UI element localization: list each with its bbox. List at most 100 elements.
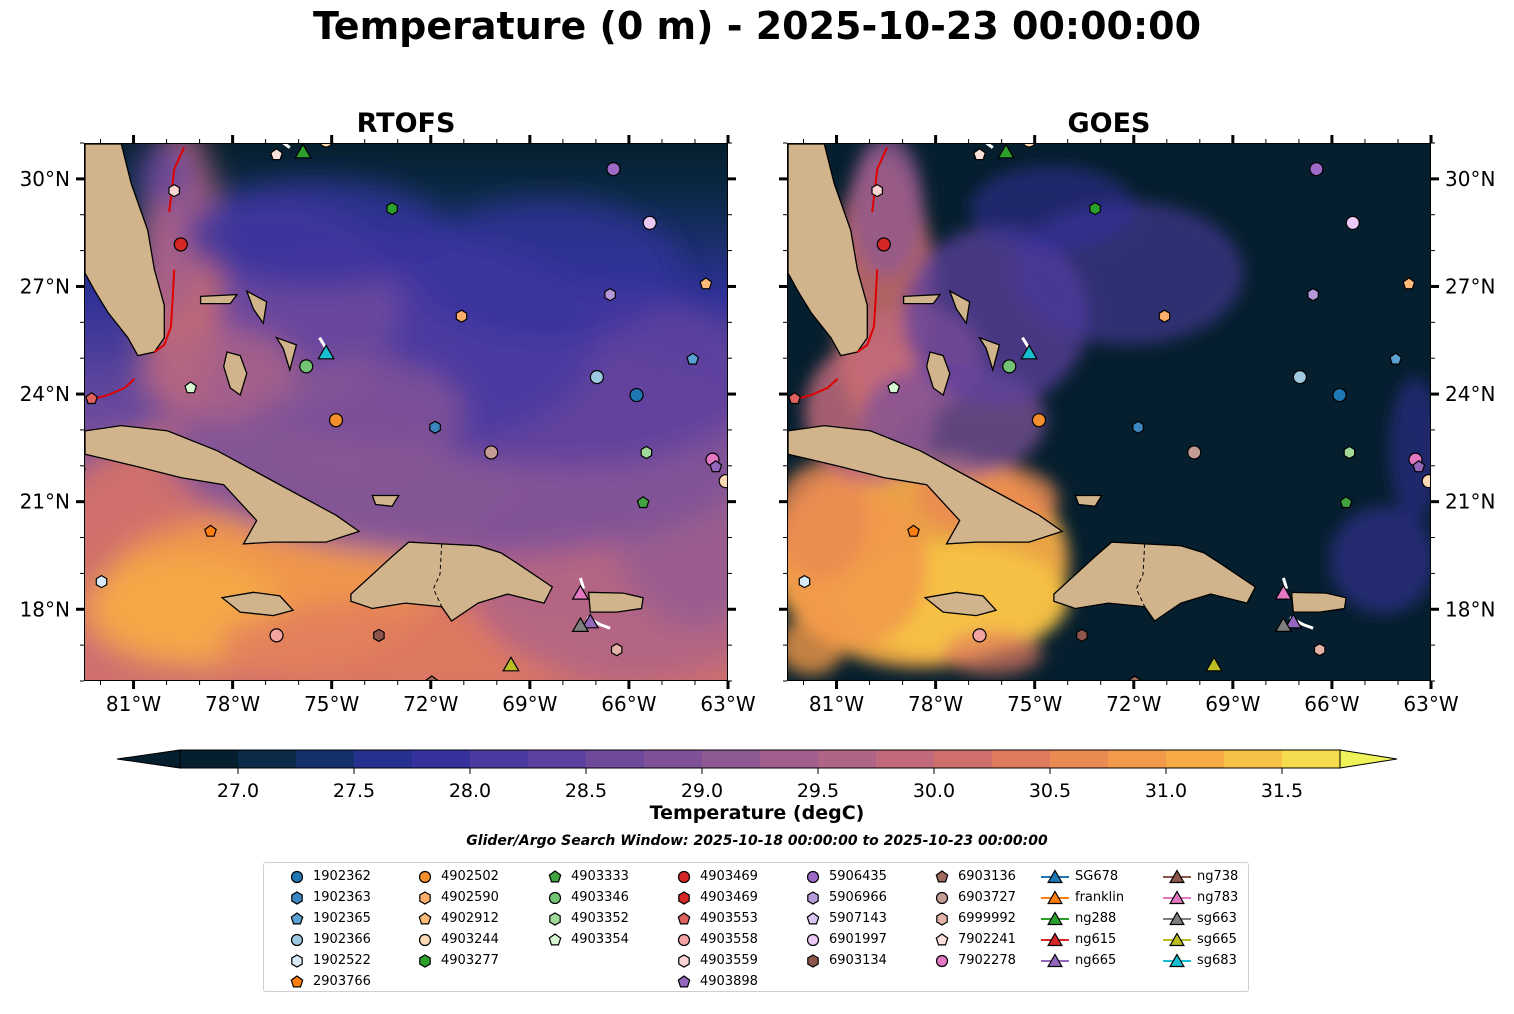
x-tick-label: 69°W bbox=[1205, 692, 1260, 716]
legend-label: 4903469 bbox=[700, 890, 758, 905]
legend-label: 7902278 bbox=[958, 953, 1016, 968]
legend-label: 6901997 bbox=[829, 932, 887, 947]
triangle-marker-icon bbox=[1041, 869, 1069, 884]
triangle-marker-icon bbox=[1041, 890, 1069, 905]
land-cuba bbox=[788, 424, 1064, 545]
colorbar-segment bbox=[644, 750, 703, 768]
legend-label: 6903727 bbox=[958, 890, 1016, 905]
land-andros bbox=[223, 351, 248, 397]
colorbar-tick-label: 29.0 bbox=[681, 780, 723, 800]
land-cuba bbox=[85, 424, 361, 545]
colorbar-extend-low bbox=[116, 749, 181, 769]
land-hispaniola bbox=[350, 541, 554, 622]
y-tick-label: 27°N bbox=[1445, 274, 1495, 298]
colorbar-segment bbox=[296, 750, 355, 768]
land-puerto-rico bbox=[587, 591, 644, 613]
float-6903136 bbox=[1128, 675, 1142, 680]
legend-label: 5906435 bbox=[829, 869, 887, 884]
land-florida bbox=[788, 144, 868, 357]
circle-marker-icon bbox=[806, 933, 820, 947]
legend-label: 4903352 bbox=[571, 911, 629, 926]
glider-ng783 bbox=[571, 584, 590, 600]
legend-label: 4902590 bbox=[441, 890, 499, 905]
temperature-field bbox=[788, 144, 1430, 675]
float-1902366 bbox=[589, 370, 604, 385]
legend-label: 4903277 bbox=[441, 953, 499, 968]
colorbar-segment bbox=[1050, 750, 1109, 768]
circle-marker-icon bbox=[290, 933, 304, 947]
land-jamaica bbox=[220, 591, 295, 617]
search-window-note: Glider/Argo Search Window: 2025-10-18 00… bbox=[466, 833, 1048, 849]
y-tick-label: 24°N bbox=[20, 382, 70, 406]
float-4903244 bbox=[718, 474, 727, 489]
triangle-marker-icon bbox=[1163, 869, 1191, 884]
float-1902365 bbox=[1389, 352, 1403, 365]
legend-label: 1902366 bbox=[313, 932, 371, 947]
legend-label: 1902362 bbox=[313, 869, 371, 884]
colorbar-extend-high bbox=[1339, 749, 1398, 769]
float-4903553 bbox=[85, 391, 99, 405]
float-1902363 bbox=[1132, 420, 1144, 434]
colorbar-label: Temperature (degC) bbox=[649, 802, 865, 824]
x-tick-label: 78°W bbox=[908, 692, 963, 716]
land-layer bbox=[85, 144, 644, 622]
circle-marker-icon bbox=[677, 933, 691, 947]
float-5906435 bbox=[1309, 162, 1324, 177]
float-4903558 bbox=[972, 628, 987, 643]
map-panel-rtofs[interactable] bbox=[84, 143, 728, 681]
legend-label: 4903354 bbox=[571, 932, 629, 947]
float-4903346 bbox=[1002, 359, 1017, 374]
x-tick-label: 66°W bbox=[601, 692, 656, 716]
map-rtofs-svg bbox=[85, 144, 727, 680]
circle-marker-icon bbox=[290, 870, 304, 884]
colorbar-segment bbox=[470, 750, 529, 768]
glider-sg665 bbox=[502, 656, 520, 672]
hexagon-marker-icon bbox=[549, 912, 561, 926]
float-4902912 bbox=[1402, 277, 1416, 290]
colorbar-segment bbox=[934, 750, 993, 768]
legend-label: 6903136 bbox=[958, 869, 1016, 884]
float-6999992 bbox=[1313, 643, 1326, 657]
map-panel-goes[interactable] bbox=[787, 143, 1431, 681]
triangle-marker-icon bbox=[1163, 890, 1191, 905]
colorbar-segment bbox=[992, 750, 1051, 768]
border-line bbox=[1135, 543, 1146, 607]
y-tick-label: 21°N bbox=[1445, 490, 1495, 514]
triangle-marker-icon bbox=[1163, 932, 1191, 947]
circle-marker-icon bbox=[548, 891, 562, 905]
legend-label: 4903553 bbox=[700, 911, 758, 926]
legend-label: 4903559 bbox=[700, 953, 758, 968]
float-4903277 bbox=[1089, 201, 1101, 216]
legend-label: 7902241 bbox=[958, 932, 1016, 947]
axes-layer: 81°W 78°W 75°W 72°W 69°W 66°W 63°W 30°N 27°N 24°N… bbox=[20, 135, 1495, 716]
land-puerto-rico bbox=[1290, 591, 1347, 613]
land-inagua bbox=[371, 494, 400, 507]
legend-label: 4903244 bbox=[441, 932, 499, 947]
float-4903244 bbox=[319, 144, 333, 148]
land-grand-bahama bbox=[199, 293, 239, 305]
legend-label: 4902502 bbox=[441, 869, 499, 884]
x-tick-label: 66°W bbox=[1304, 692, 1359, 716]
pentagon-marker-icon bbox=[677, 912, 691, 925]
land-hispaniola bbox=[1053, 541, 1257, 622]
colorbar-segment bbox=[818, 750, 877, 768]
land-florida bbox=[85, 144, 165, 357]
float-4902912 bbox=[699, 277, 713, 290]
triangle-marker-icon bbox=[1163, 953, 1191, 968]
float-6903136 bbox=[425, 675, 439, 680]
pentagon-marker-icon bbox=[290, 975, 304, 988]
float-4903346 bbox=[299, 359, 314, 374]
float-7902241 bbox=[973, 148, 987, 161]
colorbar-segment bbox=[1282, 750, 1341, 768]
y-tick-label: 18°N bbox=[20, 597, 70, 621]
colorbar-tick-label: 29.5 bbox=[797, 780, 839, 800]
colorbar-tick-label: 28.5 bbox=[565, 780, 607, 800]
colorbar-segment bbox=[412, 750, 471, 768]
float-6903727 bbox=[1187, 445, 1202, 460]
legend-label: 1902363 bbox=[313, 890, 371, 905]
legend-label: 5907143 bbox=[829, 911, 887, 926]
figure-title: Temperature (0 m) - 2025-10-23 00:00:00 bbox=[312, 4, 1202, 48]
legend-label: 2903766 bbox=[313, 974, 371, 989]
land-abaco bbox=[948, 289, 971, 326]
land-abaco bbox=[245, 289, 268, 326]
